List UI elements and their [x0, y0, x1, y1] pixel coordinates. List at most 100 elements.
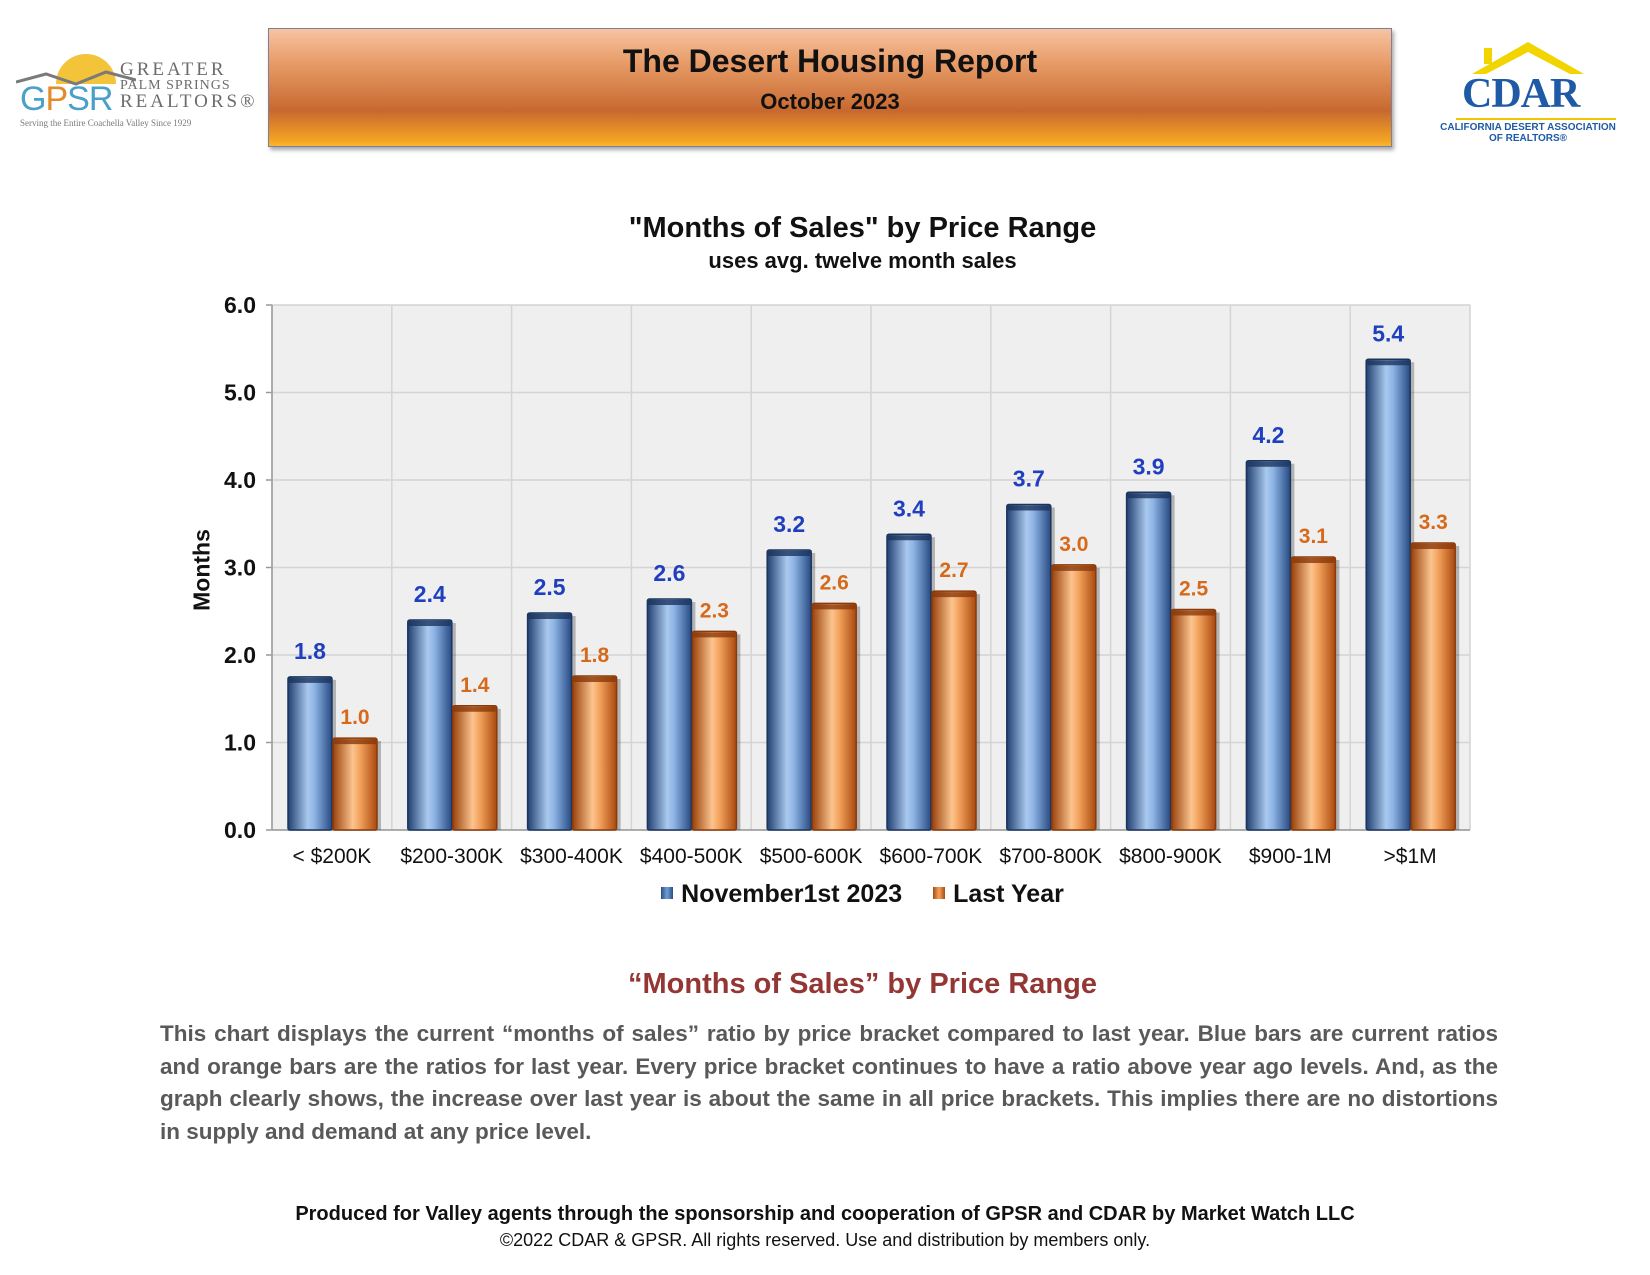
data-label-current: 3.7 [1013, 466, 1045, 492]
data-label-current: 1.8 [294, 638, 326, 664]
data-label-last-year: 1.0 [340, 706, 369, 729]
bar-top-bevel [1367, 360, 1410, 366]
data-label-last-year: 1.8 [580, 644, 610, 667]
y-tick-label: 0.0 [224, 817, 256, 843]
x-tick-label: < $200K [292, 845, 371, 868]
bar-top-bevel [1292, 558, 1335, 563]
footer-credit: Produced for Valley agents through the s… [295, 1203, 1355, 1225]
bar-top-bevel [528, 614, 571, 619]
data-label-current: 3.9 [1133, 453, 1165, 479]
bar-top-bevel [768, 551, 811, 556]
data-label-current: 5.4 [1372, 320, 1404, 346]
data-label-last-year: 1.4 [460, 674, 490, 697]
cdar-logo: CDAR CALIFORNIA DESERT ASSOCIATION OF RE… [1428, 40, 1628, 145]
bar-top-bevel [813, 604, 856, 610]
y-tick-label: 6.0 [224, 292, 256, 318]
report-date: October 2023 [760, 89, 900, 114]
data-label-last-year: 2.5 [1179, 578, 1209, 601]
bar-chart: 0.0 1.0 2.0 3.0 4.0 5.0 6.0 < $200K $200-300K $3… [224, 292, 1471, 868]
data-label-last-year: 3.3 [1419, 511, 1448, 534]
bar-last-year [931, 590, 977, 831]
bar-top-bevel [648, 600, 691, 605]
data-label-last-year: 2.6 [820, 571, 849, 594]
bar-current [766, 549, 812, 831]
house-roof-icon [1472, 42, 1584, 74]
x-tick-label: $900-1M [1249, 845, 1332, 868]
data-label-current: 2.4 [414, 581, 446, 607]
bar-current [407, 619, 453, 831]
section-heading: “Months of Sales” by Price Range [628, 968, 1097, 1000]
legend-swatch-orange [933, 887, 946, 900]
bar-top-bevel [888, 535, 930, 541]
bar-top-bevel [1412, 544, 1455, 549]
bar-top-bevel [1247, 461, 1290, 467]
bar-last-year [571, 675, 618, 831]
bar-current [886, 533, 932, 831]
data-label-current: 4.2 [1252, 422, 1284, 448]
legend-swatch-blue [661, 887, 674, 900]
bar-last-year [1170, 608, 1217, 831]
bar-current [1006, 503, 1052, 831]
bar-current [526, 612, 573, 831]
bar-current [287, 676, 333, 831]
bar-last-year [811, 602, 857, 831]
bar-top-bevel [1052, 565, 1095, 571]
legend-item-last-year: Last Year [933, 880, 1064, 909]
chart-title: "Months of Sales" by Price Range [628, 212, 1097, 244]
y-tick-label: 4.0 [224, 467, 256, 493]
bar-top-bevel [573, 677, 616, 682]
x-tick-label: $600-700K [880, 845, 983, 868]
data-label-current: 3.4 [893, 495, 925, 521]
bar-last-year [691, 630, 738, 831]
y-tick-label: 5.0 [224, 380, 256, 406]
y-tick-label: 1.0 [224, 730, 256, 756]
bar-current [646, 598, 693, 831]
bar-last-year [452, 705, 498, 831]
bar-top-bevel [1127, 493, 1170, 499]
bar-last-year [1290, 556, 1337, 831]
bar-current [1125, 491, 1172, 831]
cdar-full-name: CALIFORNIA DESERT ASSOCIATION OF REALTOR… [1440, 122, 1616, 144]
bar-last-year [1410, 542, 1456, 831]
bar-top-bevel [334, 739, 376, 745]
bar-top-bevel [1007, 505, 1050, 511]
data-label-current: 3.2 [773, 511, 805, 537]
data-label-last-year: 3.0 [1059, 533, 1088, 556]
x-tick-label: $700-800K [999, 845, 1102, 868]
footer-copyright: ©2022 CDAR & GPSR. All rights reserved. … [499, 1230, 1151, 1250]
x-tick-label: >$1M [1384, 845, 1437, 868]
chart-subtitle: uses avg. twelve month sales [708, 248, 1017, 273]
x-tick-label: $200-300K [400, 845, 503, 868]
data-label-last-year: 3.1 [1299, 525, 1329, 548]
x-tick-label: $800-900K [1119, 845, 1222, 868]
report-banner: The Desert Housing Report October 2023 [268, 28, 1392, 147]
cdar-wordmark: CDAR [1462, 71, 1580, 117]
bar-top-bevel [1172, 610, 1215, 616]
y-tick-label: 3.0 [224, 555, 256, 581]
x-tick-label: $400-500K [640, 845, 743, 868]
bar-top-bevel [933, 592, 975, 598]
roof-icon [16, 70, 136, 86]
data-label-current: 2.5 [534, 574, 566, 600]
bar-current [1245, 460, 1292, 831]
bar-last-year [1051, 564, 1097, 831]
section-description: This chart displays the current “months … [160, 1021, 1498, 1144]
y-tick-label: 2.0 [224, 642, 256, 668]
bar-top-bevel [408, 621, 451, 626]
gpsr-name: GREATER PALM SPRINGS REALTORS® [120, 59, 258, 112]
bar-top-bevel [289, 677, 331, 683]
data-label-current: 2.6 [653, 560, 685, 586]
bar-last-year [332, 737, 378, 831]
gpsr-logo: GPSR GREATER PALM SPRINGS REALTORS® Serv… [14, 50, 255, 130]
bar-current [1365, 358, 1411, 831]
bar-top-bevel [693, 632, 736, 638]
cdar-underline [1456, 118, 1616, 120]
data-label-last-year: 2.7 [939, 559, 968, 582]
report-title: The Desert Housing Report [622, 43, 1038, 79]
legend-item-current: November1st 2023 [661, 880, 902, 909]
data-label-last-year: 2.3 [700, 599, 729, 622]
bar-top-bevel [453, 706, 496, 712]
x-tick-label: $500-600K [760, 845, 863, 868]
x-tick-label: $300-400K [520, 845, 623, 868]
gpsr-wordmark: GPSR [20, 80, 113, 118]
